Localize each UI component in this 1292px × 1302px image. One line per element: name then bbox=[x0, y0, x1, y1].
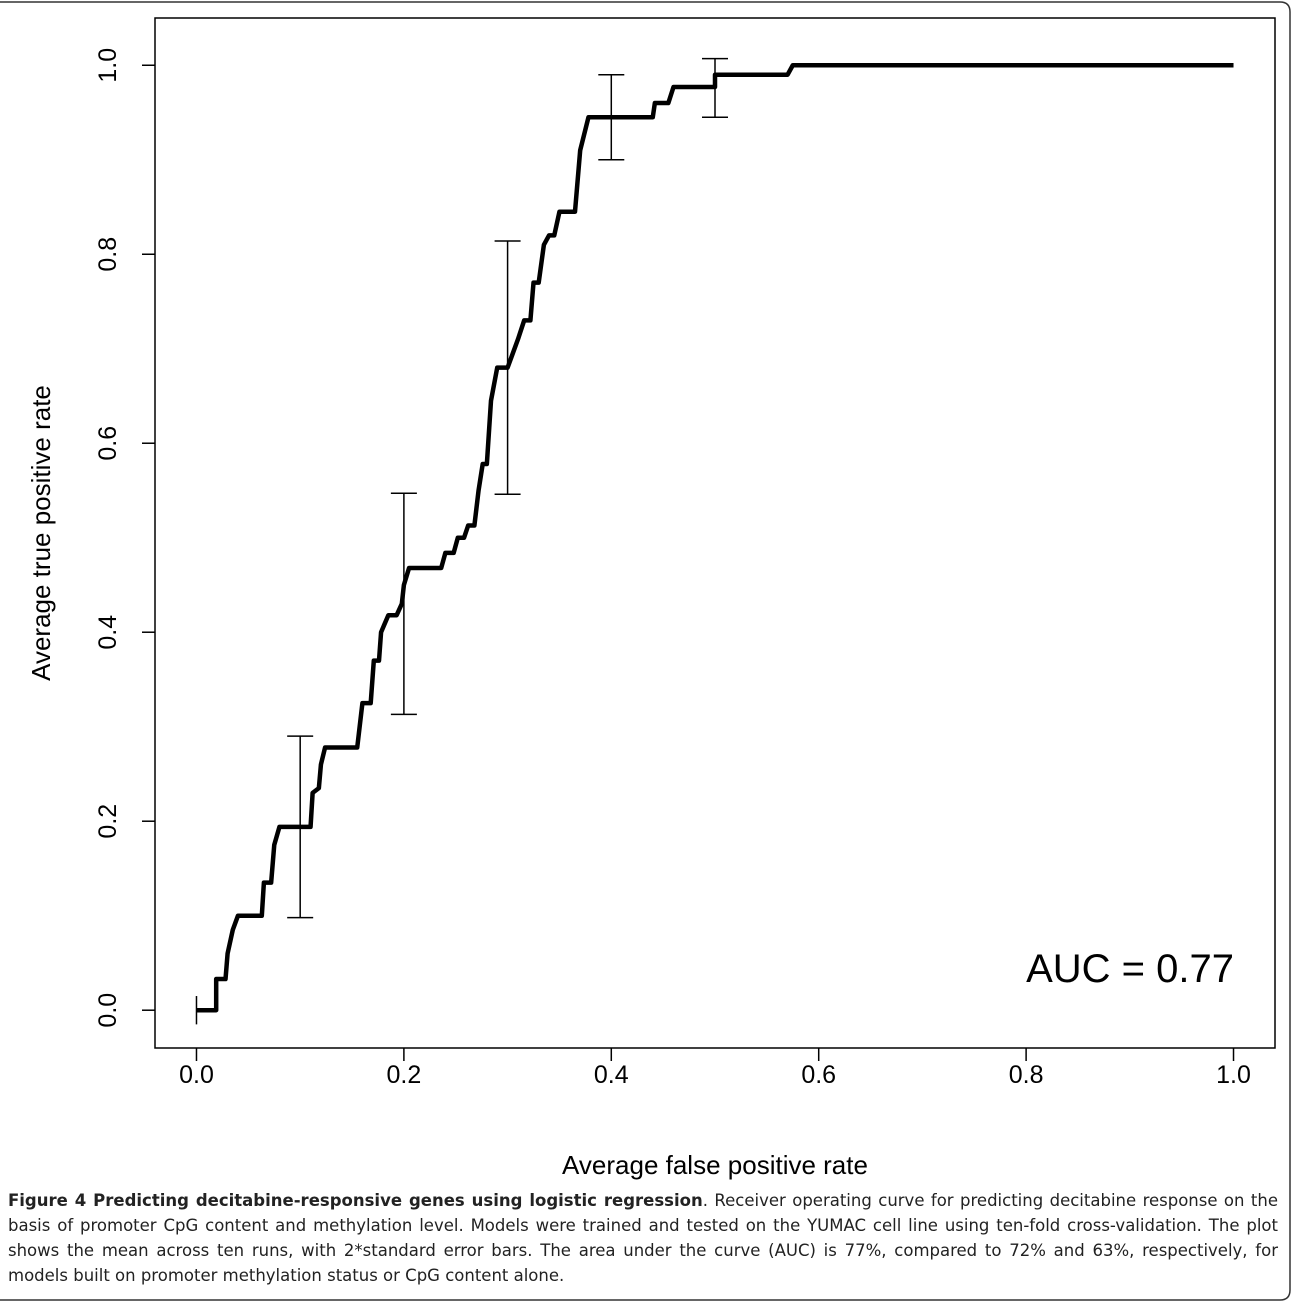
x-axis-label: Average false positive rate bbox=[562, 1150, 868, 1180]
y-tick-label: 0.4 bbox=[94, 615, 122, 650]
x-tick-label: 0.2 bbox=[387, 1061, 422, 1089]
plot-box bbox=[154, 17, 1276, 1049]
y-tick-label: 0.8 bbox=[94, 237, 122, 272]
y-tick-label: 0.6 bbox=[94, 426, 122, 461]
y-axis-label: Average true positive rate bbox=[26, 385, 56, 681]
y-tick-label: 0.0 bbox=[94, 993, 122, 1028]
y-tick-label: 0.2 bbox=[94, 804, 122, 839]
error-bar bbox=[494, 240, 521, 496]
x-tick-label: 0.8 bbox=[1009, 1061, 1044, 1089]
x-tick-label: 0.0 bbox=[179, 1061, 214, 1089]
caption-text: . Receiver operating curve for predictin… bbox=[8, 1191, 1278, 1285]
x-tick-label: 0.4 bbox=[594, 1061, 629, 1089]
x-tick-label: 1.0 bbox=[1216, 1061, 1251, 1089]
caption: Figure 4 Predicting decitabine-responsiv… bbox=[8, 1188, 1278, 1288]
x-tick-label: 0.6 bbox=[801, 1061, 836, 1089]
error-bar bbox=[390, 492, 417, 716]
error-bar bbox=[598, 73, 625, 161]
roc-line bbox=[196, 62, 1234, 1013]
annotation: AUC = 0.77 bbox=[1026, 947, 1234, 991]
y-tick-label: 1.0 bbox=[94, 48, 122, 83]
error-bar bbox=[287, 735, 314, 919]
caption-title: Figure 4 Predicting decitabine-responsiv… bbox=[8, 1191, 703, 1210]
error-bar bbox=[702, 57, 728, 118]
